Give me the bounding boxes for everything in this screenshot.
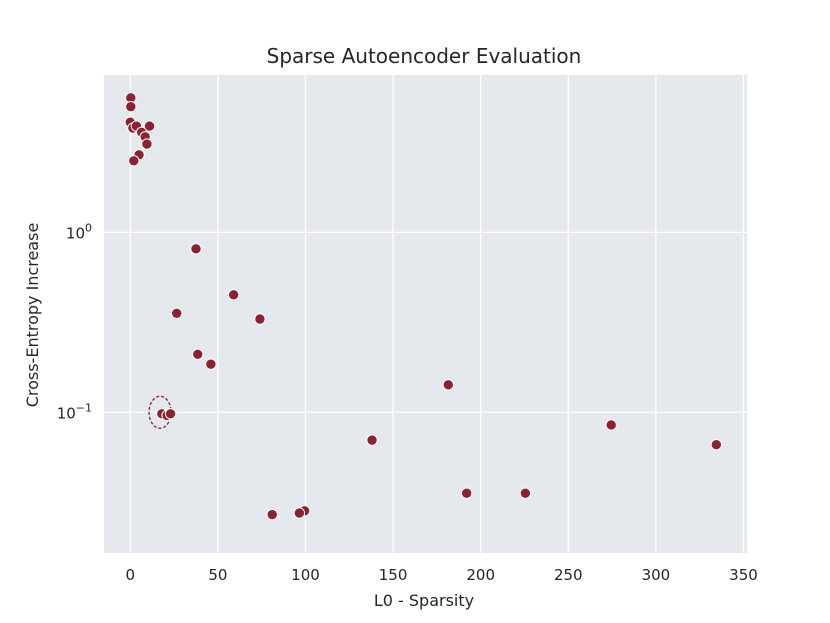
data-point [128, 155, 140, 167]
data-point [605, 419, 617, 431]
data-point [205, 358, 217, 370]
x-tick-label: 200 [466, 566, 495, 584]
x-tick-label: 300 [642, 566, 671, 584]
axis-ticks: 0 50 100 150 200 250 300 350 100 10−1 [57, 221, 758, 584]
y-tick-label: 100 [66, 221, 92, 242]
data-point [710, 439, 723, 451]
data-points [124, 92, 723, 521]
y-tick-label: 10−1 [57, 401, 92, 422]
y-axis-label: Cross-Entropy Increase [23, 223, 42, 408]
data-point [442, 379, 454, 391]
plot-area [104, 75, 747, 553]
data-point [192, 348, 204, 360]
x-tick-label: 50 [208, 566, 227, 584]
data-point [266, 508, 278, 521]
x-tick-label: 350 [729, 566, 758, 584]
data-point [164, 408, 177, 420]
data-point [293, 507, 306, 519]
data-point [366, 434, 378, 446]
x-tick-label: 250 [554, 566, 583, 584]
x-tick-label: 100 [291, 566, 320, 584]
grid-lines [104, 75, 747, 553]
data-point [141, 138, 153, 150]
data-point [227, 289, 240, 301]
data-point [190, 243, 202, 255]
x-axis-label: L0 - Sparsity [374, 591, 474, 610]
data-point [143, 120, 156, 132]
data-point [125, 100, 137, 113]
chart-title: Sparse Autoencoder Evaluation [267, 44, 582, 68]
data-point [519, 487, 532, 499]
data-point [171, 307, 183, 319]
x-tick-label: 150 [379, 566, 408, 584]
x-tick-label: 0 [126, 566, 136, 584]
data-point [254, 313, 266, 325]
data-point [460, 487, 473, 499]
